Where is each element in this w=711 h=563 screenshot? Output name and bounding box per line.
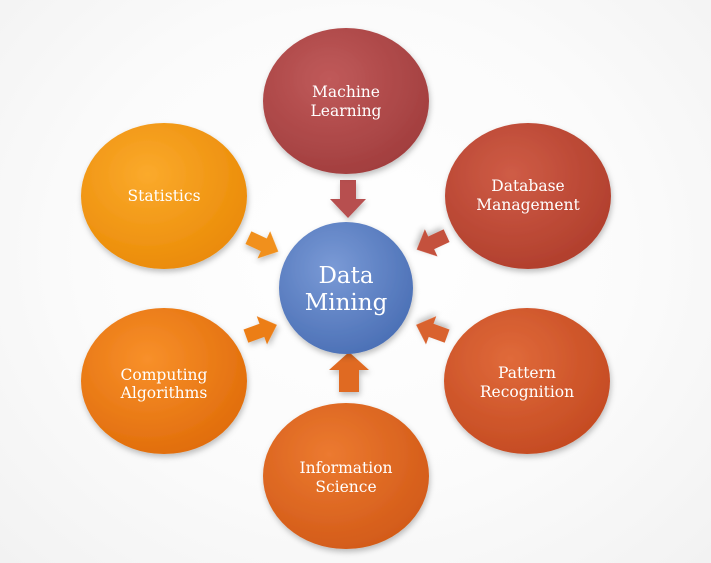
node-information-science-line2: Science xyxy=(315,478,376,496)
node-computing-algorithms-line2: Algorithms xyxy=(120,384,208,402)
node-data-mining: Data Mining xyxy=(279,222,413,354)
node-database-management-line1: Database xyxy=(491,177,564,195)
center-title-line2: Mining xyxy=(305,290,388,316)
arrow-statistics xyxy=(245,231,279,259)
arrow-database-management xyxy=(416,229,450,257)
node-pattern-recognition-line2: Recognition xyxy=(480,383,574,401)
node-information-science-line1: Information xyxy=(299,459,392,477)
arrow-computing-algorithms xyxy=(243,316,277,345)
node-machine-learning-line1: Machine xyxy=(312,83,380,101)
node-information-science: Information Science xyxy=(263,403,429,549)
node-statistics-label: Statistics xyxy=(127,187,200,205)
node-database-management-line2: Management xyxy=(476,196,580,214)
node-pattern-recognition-line1: Pattern xyxy=(498,364,556,382)
node-pattern-recognition: Pattern Recognition xyxy=(444,308,610,454)
arrow-machine-learning xyxy=(330,180,366,218)
arrow-information-science xyxy=(329,352,369,392)
node-database-management: Database Management xyxy=(445,123,611,269)
node-machine-learning: Machine Learning xyxy=(263,28,429,174)
node-machine-learning-line2: Learning xyxy=(311,102,382,120)
arrow-pattern-recognition xyxy=(416,316,450,345)
node-statistics: Statistics xyxy=(81,123,247,269)
node-computing-algorithms: Computing Algorithms xyxy=(81,308,247,454)
node-computing-algorithms-line1: Computing xyxy=(121,366,208,384)
center-title-line1: Data xyxy=(318,263,373,289)
